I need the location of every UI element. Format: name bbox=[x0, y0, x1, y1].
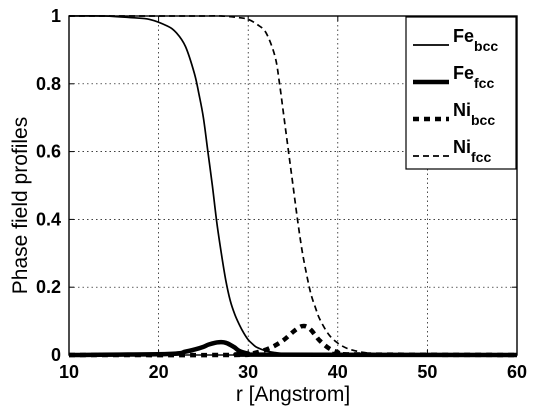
y-tick-label: 0.6 bbox=[36, 142, 61, 162]
y-tick-label: 0.8 bbox=[36, 74, 61, 94]
y-tick-label: 1 bbox=[51, 6, 61, 26]
y-tick-label: 0.2 bbox=[36, 277, 61, 297]
legend-label: Febcc bbox=[453, 26, 498, 54]
series-line-ni-fcc bbox=[68, 15, 518, 356]
x-tick-label: 30 bbox=[238, 362, 258, 382]
legend-label: Fefcc bbox=[453, 63, 494, 91]
x-tick-label: 20 bbox=[149, 362, 169, 382]
y-tick-label: 0 bbox=[51, 345, 61, 365]
series-line-ni-bcc bbox=[68, 323, 518, 358]
x-tick-label: 50 bbox=[417, 362, 437, 382]
y-tick-label: 0.4 bbox=[36, 209, 61, 229]
legend-label: Nifcc bbox=[453, 137, 491, 165]
ticks: 10 20 30 40 50 60 0 0.2 0.4 0.6 0.8 1 bbox=[36, 6, 527, 382]
x-tick-label: 40 bbox=[328, 362, 348, 382]
x-tick-label: 10 bbox=[59, 362, 79, 382]
plot-frame bbox=[68, 15, 518, 356]
x-axis-label: r [Angstrom] bbox=[236, 383, 350, 406]
legend: Febcc Fefcc Nibcc Nifcc bbox=[405, 16, 517, 170]
legend-label: Nibcc bbox=[453, 100, 495, 128]
series-layer bbox=[68, 15, 518, 358]
series-line-fe-fcc bbox=[68, 339, 518, 358]
y-axis-label: Phase field profiles bbox=[9, 117, 32, 294]
x-tick-label: 60 bbox=[507, 362, 527, 382]
legend-box bbox=[405, 16, 517, 170]
